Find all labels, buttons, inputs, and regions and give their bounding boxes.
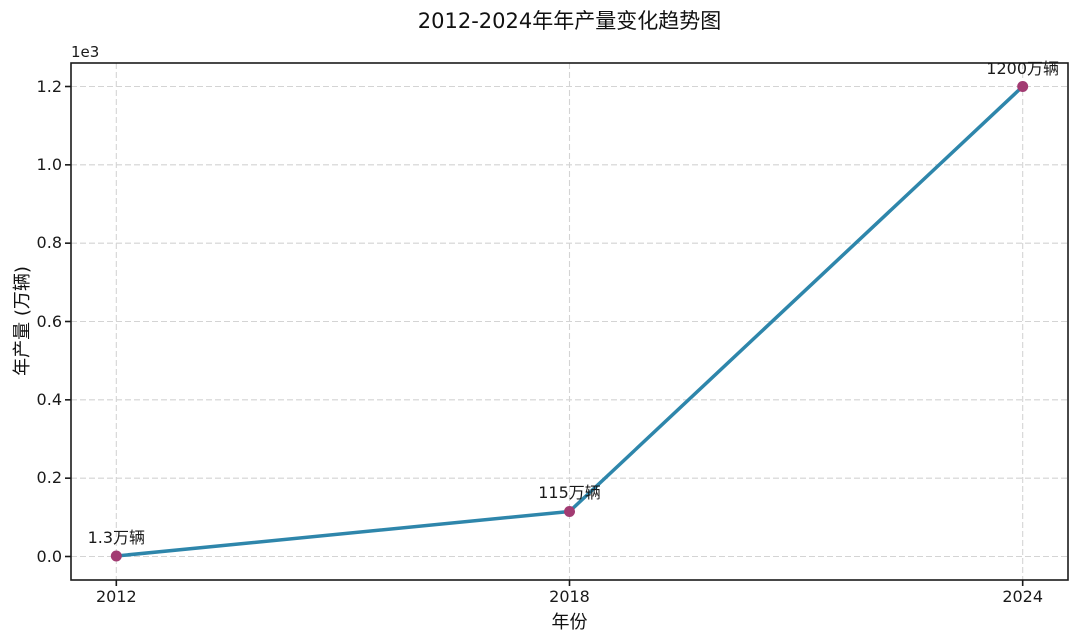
x-tick-label: 2012: [95, 587, 137, 606]
chart-title: 2012-2024年年产量变化趋势图: [417, 9, 722, 33]
x-tick-label: 2024: [1002, 587, 1044, 606]
y-tick-label: 0.0: [36, 546, 62, 566]
y-axis-label: 年产量 (万辆): [12, 266, 33, 376]
x-axis-label: 年份: [551, 612, 588, 633]
y-tick-label: 0.4: [36, 389, 62, 409]
y-tick-label: 0.6: [36, 311, 62, 331]
data-point-marker: [1017, 81, 1029, 92]
point-annotation: 115万辆: [538, 483, 601, 503]
point-annotation: 1200万辆: [986, 58, 1060, 78]
data-point-marker: [110, 550, 122, 562]
y-tick-label: 0.2: [36, 467, 62, 487]
y-tick-label: 0.8: [36, 232, 62, 252]
point-annotation: 1.3万辆: [87, 527, 146, 547]
y-axis-offset-label: 1e3: [71, 43, 100, 61]
x-tick-label: 2018: [549, 587, 590, 606]
data-point-marker: [564, 505, 575, 517]
y-tick-label: 1.0: [36, 154, 62, 174]
y-tick-label: 1.2: [36, 76, 62, 96]
